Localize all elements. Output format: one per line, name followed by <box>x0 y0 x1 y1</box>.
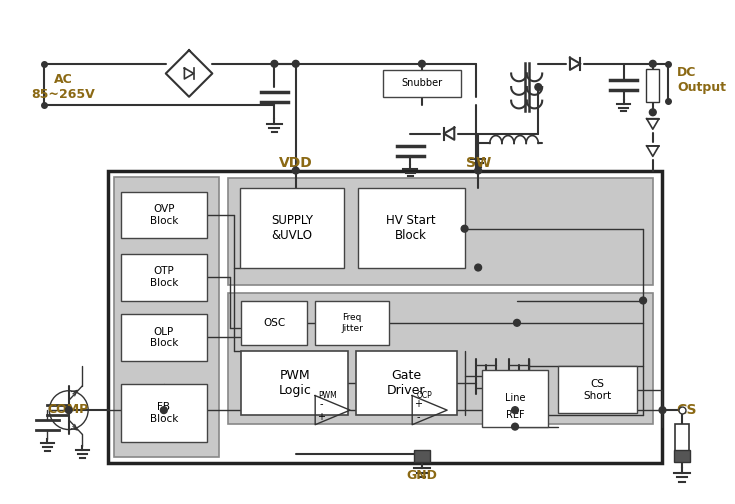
Bar <box>675 424 689 459</box>
Text: FB
Block: FB Block <box>150 402 178 424</box>
Circle shape <box>514 320 520 326</box>
Text: Line: Line <box>505 394 526 404</box>
Bar <box>558 366 637 413</box>
Circle shape <box>535 84 542 90</box>
Bar <box>482 370 548 426</box>
Circle shape <box>461 225 468 232</box>
Text: Snubber: Snubber <box>401 78 442 88</box>
Bar <box>121 192 207 238</box>
Bar <box>356 351 457 415</box>
Text: -: - <box>319 399 323 409</box>
Bar <box>121 314 207 361</box>
Bar <box>115 177 219 457</box>
Text: OSC: OSC <box>263 318 286 328</box>
Text: SUPPLY
&UVLO: SUPPLY &UVLO <box>271 214 313 242</box>
Circle shape <box>650 109 656 116</box>
Bar <box>315 300 389 345</box>
Text: DC
Output: DC Output <box>677 67 726 94</box>
Bar <box>228 293 653 424</box>
Text: CS: CS <box>676 403 697 417</box>
Text: OCP: OCP <box>417 391 433 400</box>
Circle shape <box>650 60 656 67</box>
Bar <box>240 188 344 268</box>
Text: SW: SW <box>465 156 491 170</box>
Circle shape <box>418 60 426 67</box>
Text: OVP
Block: OVP Block <box>150 204 178 226</box>
Bar <box>241 351 348 415</box>
Text: -: - <box>416 412 420 422</box>
Circle shape <box>512 423 518 430</box>
Circle shape <box>639 297 647 304</box>
Bar <box>383 70 461 97</box>
Circle shape <box>160 407 168 414</box>
Text: Gate
Driver: Gate Driver <box>387 369 426 397</box>
Text: GND: GND <box>406 469 437 482</box>
Text: AC
85~265V: AC 85~265V <box>31 73 95 101</box>
Bar <box>647 69 659 102</box>
Text: REF: REF <box>506 410 524 420</box>
Text: OLP
Block: OLP Block <box>150 327 178 348</box>
Text: CS
Short: CS Short <box>584 379 612 401</box>
Text: HV Start
Block: HV Start Block <box>387 214 436 242</box>
Text: COMP: COMP <box>47 403 88 416</box>
Text: Freq
Jitter: Freq Jitter <box>341 313 363 333</box>
Bar <box>674 450 689 462</box>
Bar <box>228 178 653 285</box>
Bar <box>121 254 207 300</box>
Circle shape <box>475 264 481 271</box>
Circle shape <box>271 60 278 67</box>
Circle shape <box>659 407 666 414</box>
Circle shape <box>293 167 299 174</box>
Text: +: + <box>317 412 325 422</box>
Bar <box>107 170 662 464</box>
Bar <box>121 384 207 442</box>
Text: PWM
Logic: PWM Logic <box>279 369 311 397</box>
Text: OTP
Block: OTP Block <box>150 267 178 288</box>
Circle shape <box>65 407 72 414</box>
Bar <box>241 300 307 345</box>
Text: +: + <box>414 399 422 409</box>
Bar <box>414 450 430 462</box>
Circle shape <box>293 60 299 67</box>
Circle shape <box>475 167 481 174</box>
Circle shape <box>512 407 518 414</box>
Text: VDD: VDD <box>279 156 312 170</box>
Bar <box>358 188 465 268</box>
Text: PWM: PWM <box>318 391 337 400</box>
